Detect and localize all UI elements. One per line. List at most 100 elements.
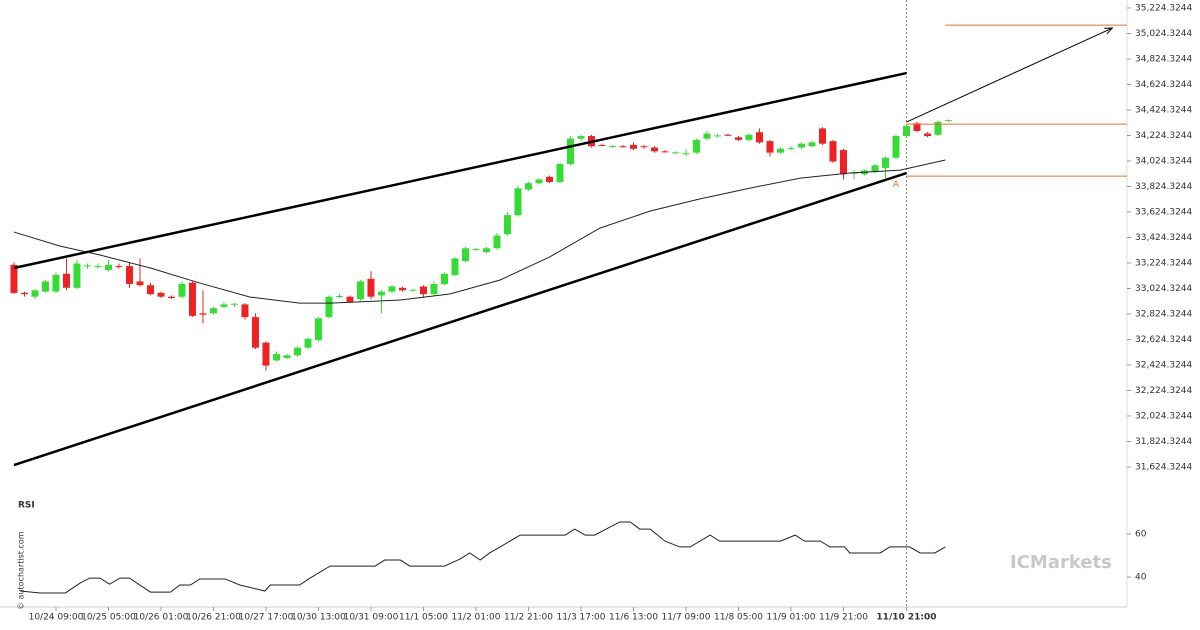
x-tick-label: 10/30 13:00 xyxy=(291,613,346,623)
rsi-line xyxy=(20,521,946,594)
candle-body xyxy=(881,157,889,168)
candle-body xyxy=(514,188,522,216)
candle-body xyxy=(776,148,784,153)
candle-body xyxy=(923,133,931,137)
x-tick-label: 10/26 21:00 xyxy=(186,613,241,623)
x-tick-label: 11/2 21:00 xyxy=(504,613,553,623)
y-tick-label: 32,624.3244 xyxy=(1135,335,1193,345)
candle-body xyxy=(472,248,480,250)
rsi-title: RSI xyxy=(18,501,35,511)
candle-body xyxy=(503,215,511,235)
candle-body xyxy=(577,136,585,139)
y-tick-label: 34,624.3244 xyxy=(1135,80,1193,90)
candle-body xyxy=(608,146,616,148)
candle-body xyxy=(293,347,301,356)
candle-body xyxy=(461,248,469,262)
pattern-label: A xyxy=(893,180,900,190)
candle-body xyxy=(262,342,270,366)
candle-body xyxy=(818,128,826,144)
candle-body xyxy=(566,138,574,165)
candle-body xyxy=(902,125,910,137)
rsi-tick-label: 60 xyxy=(1135,530,1147,540)
candle-body xyxy=(199,313,207,315)
candle-body xyxy=(230,303,238,305)
candle-body xyxy=(640,146,648,148)
candle-body xyxy=(125,266,133,284)
forecast-arrow xyxy=(906,27,1113,123)
candle-body xyxy=(335,296,343,298)
candle-body xyxy=(661,151,669,153)
candle-body xyxy=(913,123,921,131)
candle-body xyxy=(188,282,196,316)
candle-body xyxy=(703,133,711,139)
candle-body xyxy=(713,135,721,137)
candle-body xyxy=(839,150,847,175)
candle-body xyxy=(388,286,396,292)
y-tick-label: 32,024.3244 xyxy=(1135,412,1193,422)
candle-body xyxy=(146,285,154,295)
y-tick-label: 33,424.3244 xyxy=(1135,233,1193,243)
candle-body xyxy=(409,289,417,291)
candle-body xyxy=(167,296,175,298)
candle-body xyxy=(755,132,763,143)
candle-body xyxy=(944,120,952,122)
candle-body xyxy=(10,264,18,293)
candle-body xyxy=(482,248,490,253)
candle-body xyxy=(934,122,942,135)
candle-body xyxy=(493,235,501,249)
y-tick-label: 35,024.3244 xyxy=(1135,29,1193,39)
candle-body xyxy=(346,296,354,302)
arrow-head xyxy=(1104,27,1114,35)
y-tick-label: 33,824.3244 xyxy=(1135,182,1193,192)
candle-body xyxy=(52,275,60,292)
x-tick-label: 11/2 01:00 xyxy=(451,613,500,623)
candle-body xyxy=(745,134,753,140)
brand-logo: ICMarkets xyxy=(1010,552,1112,573)
candle-body xyxy=(556,164,564,182)
moving-average xyxy=(13,159,946,304)
x-tick-label: 11/3 17:00 xyxy=(556,613,605,623)
candle-body xyxy=(62,273,70,288)
candle-body xyxy=(629,144,637,149)
y-tick-label: 32,224.3244 xyxy=(1135,386,1193,396)
candle-body xyxy=(325,296,333,318)
candle-body xyxy=(692,139,700,153)
candle-body xyxy=(209,308,217,314)
watermark: © autochartist.com xyxy=(17,531,26,610)
trendline xyxy=(13,171,907,467)
y-tick-label: 32,424.3244 xyxy=(1135,361,1193,371)
x-tick-label: 11/6 13:00 xyxy=(609,613,658,623)
x-tick-label: 11/7 09:00 xyxy=(661,613,710,623)
candle-body xyxy=(430,283,438,295)
candle-body xyxy=(83,265,91,267)
rsi-tick-label: 40 xyxy=(1135,573,1147,583)
x-tick-label: 10/24 09:00 xyxy=(29,613,84,623)
candle-body xyxy=(797,143,805,148)
y-tick-label: 32,824.3244 xyxy=(1135,310,1193,320)
candle-body xyxy=(251,317,259,348)
candle-body xyxy=(136,281,144,286)
candle-body xyxy=(94,266,102,268)
y-tick-label: 34,024.3244 xyxy=(1135,157,1193,167)
x-tick-label: 10/31 09:00 xyxy=(344,613,399,623)
x-tick-label: 10/26 01:00 xyxy=(134,613,189,623)
x-tick-label: 11/9 21:00 xyxy=(819,613,868,623)
candle-body xyxy=(304,338,312,348)
candle-body xyxy=(892,136,900,158)
y-tick-label: 33,224.3244 xyxy=(1135,259,1193,269)
y-tick-label: 33,024.3244 xyxy=(1135,284,1193,294)
candle-body xyxy=(157,292,165,297)
y-tick-label: 31,824.3244 xyxy=(1135,437,1193,447)
candle-body xyxy=(377,291,385,296)
candle-body xyxy=(356,281,364,300)
candle-body xyxy=(871,165,879,172)
y-tick-label: 34,824.3244 xyxy=(1135,55,1193,65)
candle-body xyxy=(650,147,658,152)
candle-body xyxy=(682,153,690,155)
x-tick-label: 11/8 05:00 xyxy=(714,613,763,623)
candle-body xyxy=(524,183,532,190)
candle-body xyxy=(283,355,291,358)
candle-body xyxy=(220,304,228,307)
